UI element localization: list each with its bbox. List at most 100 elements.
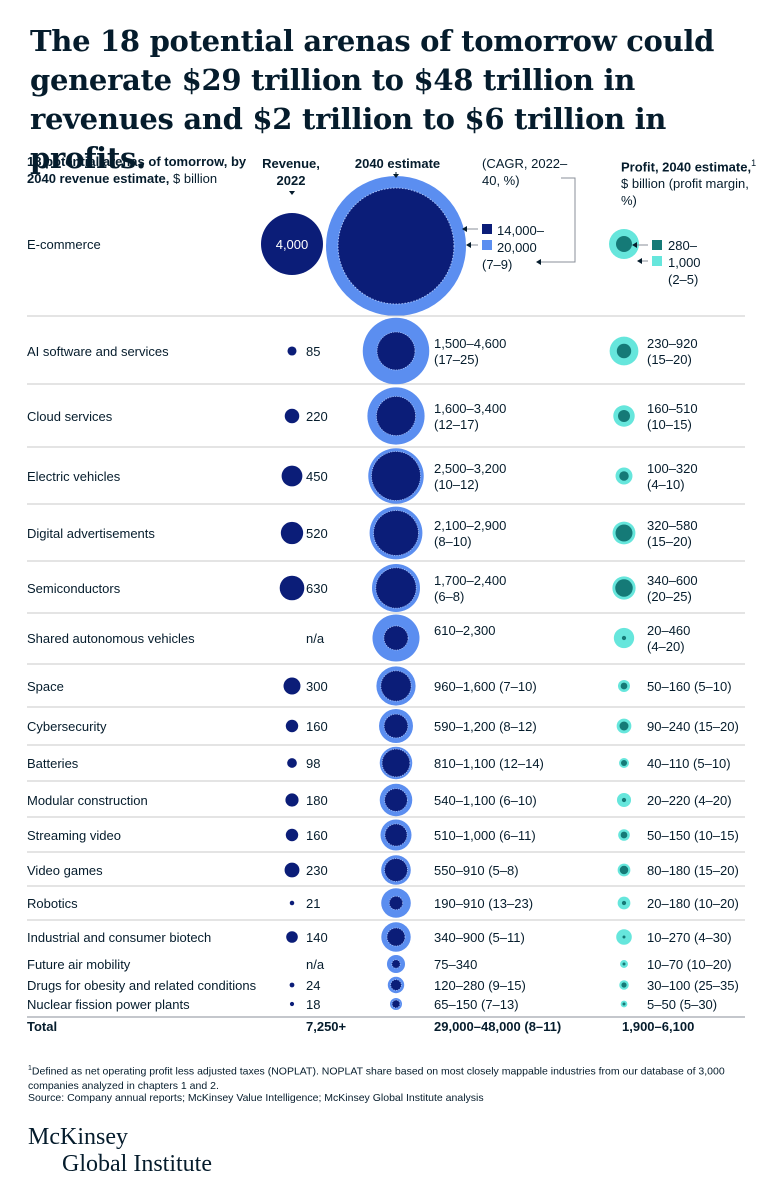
profit-low-bubble-shared-autonomous-vehicles bbox=[621, 635, 627, 641]
estimate-low-bubble-shared-autonomous-vehicles bbox=[383, 625, 409, 651]
revenue-2022-bubble-robotics bbox=[289, 900, 295, 906]
revenue-2022-header-text: Revenue, 2022 bbox=[262, 156, 320, 188]
profit-range-digital-advertisements: 320–580 bbox=[647, 518, 698, 533]
revenue-2022-bubble-space bbox=[283, 677, 301, 695]
revenue-2022-bubble-batteries bbox=[287, 758, 297, 768]
row-label-cybersecurity: Cybersecurity bbox=[27, 719, 107, 734]
profit-low-bubble-space bbox=[620, 682, 628, 690]
revenue-2022-value-modular-construction: 180 bbox=[306, 793, 328, 808]
revenue-2022-value-shared-autonomous-vehicles: n/a bbox=[306, 631, 325, 646]
profit-low-bubble-batteries bbox=[621, 760, 627, 766]
footnote: 1Defined as net operating profit less ad… bbox=[28, 1062, 753, 1094]
estimate-range-future-air-mobility: 75–340 bbox=[434, 957, 477, 972]
total-row: Total 7,250+ 29,000–48,000 (8–11) 1,900–… bbox=[27, 1019, 694, 1034]
revenue-2022-bubble-video-games bbox=[284, 862, 300, 878]
estimate-range-cybersecurity: 590–1,200 (8–12) bbox=[434, 719, 537, 734]
profit-range-electric-vehicles: 100–320 bbox=[647, 461, 698, 476]
estimate-cagr-cloud-services: (12–17) bbox=[434, 417, 479, 432]
revenue-2022-bubble-industrial-and-consumer-biotech bbox=[286, 931, 298, 943]
profit-margin-electric-vehicles: (4–10) bbox=[647, 477, 685, 492]
profit-range-future-air-mobility: 10–70 (10–20) bbox=[647, 957, 732, 972]
arenas-header-unit: $ billion bbox=[173, 171, 218, 186]
profit-header-text: Profit, 2040 estimate, bbox=[621, 159, 752, 175]
profit-low-bubble-streaming-video bbox=[620, 831, 628, 839]
row-label-industrial-and-consumer-biotech: Industrial and consumer biotech bbox=[27, 930, 211, 945]
total-profit-2040: 1,900–6,100 bbox=[622, 1019, 694, 1034]
revenue-2022-value-future-air-mobility: n/a bbox=[306, 957, 325, 972]
total-label: Total bbox=[27, 1019, 57, 1034]
revenue-2022-bubble-cybersecurity bbox=[285, 719, 299, 733]
estimate-cagr-ai-software-and-services: (17–25) bbox=[434, 352, 479, 367]
revenue-2022-bubble-nuclear-fission-power-plants bbox=[289, 1001, 295, 1007]
e-commerce-estimate-low-bubble bbox=[337, 187, 455, 305]
row-label-shared-autonomous-vehicles: Shared autonomous vehicles bbox=[27, 631, 195, 646]
logo-line-1: McKinsey bbox=[28, 1124, 128, 1150]
row-label-modular-construction: Modular construction bbox=[27, 793, 148, 808]
estimate-low-bubble-cybersecurity bbox=[383, 713, 409, 739]
profit-range-semiconductors: 340–600 bbox=[647, 573, 698, 588]
profit-low-bubble-cybersecurity bbox=[619, 721, 629, 731]
row-label-electric-vehicles: Electric vehicles bbox=[27, 469, 121, 484]
estimate-low-bubble-semiconductors bbox=[375, 567, 417, 609]
profit-range-robotics: 20–180 (10–20) bbox=[647, 896, 739, 911]
profit-range-video-games: 80–180 (15–20) bbox=[647, 863, 739, 878]
row-label-video-games: Video games bbox=[27, 863, 103, 878]
profit-low-bubble-cloud-services bbox=[618, 410, 630, 422]
revenue-2022-value-robotics: 21 bbox=[306, 896, 320, 911]
profit-low-bubble-future-air-mobility bbox=[622, 962, 626, 966]
revenue-2022-bubble-electric-vehicles bbox=[281, 465, 303, 487]
estimate-low-bubble-nuclear-fission-power-plants bbox=[391, 999, 401, 1009]
row-label-streaming-video: Streaming video bbox=[27, 828, 121, 843]
revenue-2022-value-cybersecurity: 160 bbox=[306, 719, 328, 734]
profit-low-bubble-video-games bbox=[619, 865, 629, 875]
revenue-2022-value-space: 300 bbox=[306, 679, 328, 694]
profit-range-modular-construction: 20–220 (4–20) bbox=[647, 793, 732, 808]
profit-range-batteries: 40–110 (5–10) bbox=[647, 756, 731, 771]
estimate-2040-header: 2040 estimate bbox=[345, 155, 450, 172]
profit-low-bubble-industrial-and-consumer-biotech bbox=[622, 935, 626, 939]
estimate-low-bubble-video-games bbox=[384, 858, 408, 882]
revenue-2022-value-video-games: 230 bbox=[306, 863, 328, 878]
legend-high-arrow bbox=[466, 242, 471, 248]
footnote-mark: 1 bbox=[28, 1065, 32, 1072]
profit-low-bubble-robotics bbox=[621, 900, 627, 906]
revenue-2022-bubble-streaming-video bbox=[285, 828, 299, 842]
estimate-low-bubble-space bbox=[380, 670, 412, 702]
e-commerce-revenue-2022-bubble bbox=[261, 213, 323, 275]
cagr-header-text: (CAGR, 2022–40, %) bbox=[482, 156, 568, 188]
profit-range-drugs-for-obesity-and-related-conditions: 30–100 (25–35) bbox=[647, 978, 739, 993]
estimate-low-bubble-modular-construction bbox=[384, 788, 408, 812]
e-commerce-estimate-high: 20,000 bbox=[497, 240, 537, 255]
estimate-cagr-digital-advertisements: (8–10) bbox=[434, 534, 472, 549]
estimate-cagr-electric-vehicles: (10–12) bbox=[434, 477, 479, 492]
profit-margin-semiconductors: (20–25) bbox=[647, 589, 692, 604]
e-commerce-profit-low: 280– bbox=[668, 238, 697, 253]
estimate-range-electric-vehicles: 2,500–3,200 bbox=[434, 461, 506, 476]
row-label-drugs-for-obesity-and-related-conditions: Drugs for obesity and related conditions bbox=[27, 978, 257, 993]
estimate-range-batteries: 810–1,100 (12–14) bbox=[434, 756, 544, 771]
revenue-2022-bubble-modular-construction bbox=[285, 793, 299, 807]
cagr-bracket-arrow bbox=[536, 259, 541, 265]
estimate-range-space: 960–1,600 (7–10) bbox=[434, 679, 537, 694]
profit-range-cybersecurity: 90–240 (15–20) bbox=[647, 719, 739, 734]
legend-high-swatch bbox=[482, 240, 492, 250]
e-commerce-estimate-low: 14,000– bbox=[497, 223, 544, 238]
legend-low-swatch bbox=[482, 224, 492, 234]
chart-title: The 18 potential arenas of tomorrow coul… bbox=[30, 24, 715, 175]
profit-margin-digital-advertisements: (15–20) bbox=[647, 534, 692, 549]
revenue-2022-value-digital-advertisements: 520 bbox=[306, 526, 328, 541]
estimate-cagr-semiconductors: (6–8) bbox=[434, 589, 464, 604]
estimate-low-bubble-electric-vehicles bbox=[371, 451, 421, 501]
estimate-low-bubble-ai-software-and-services bbox=[376, 331, 416, 371]
e-commerce-margin: (2–5) bbox=[668, 272, 699, 287]
arena-rows: AI software and services 85 1,500–4,600(17… bbox=[27, 315, 745, 1012]
estimate-range-modular-construction: 540–1,100 (6–10) bbox=[434, 793, 537, 808]
total-estimate-2040: 29,000–48,000 (8–11) bbox=[434, 1019, 561, 1034]
row-label-cloud-services: Cloud services bbox=[27, 409, 113, 424]
revenue-2022-value-drugs-for-obesity-and-related-conditions: 24 bbox=[306, 978, 320, 993]
profit-low-bubble-drugs-for-obesity-and-related-conditions bbox=[621, 982, 627, 988]
row-label-digital-advertisements: Digital advertisements bbox=[27, 526, 155, 541]
estimate-low-bubble-batteries bbox=[381, 748, 411, 778]
row-label-nuclear-fission-power-plants: Nuclear fission power plants bbox=[27, 997, 190, 1012]
profit-header-unit: $ billion (profit margin, %) bbox=[621, 176, 749, 209]
